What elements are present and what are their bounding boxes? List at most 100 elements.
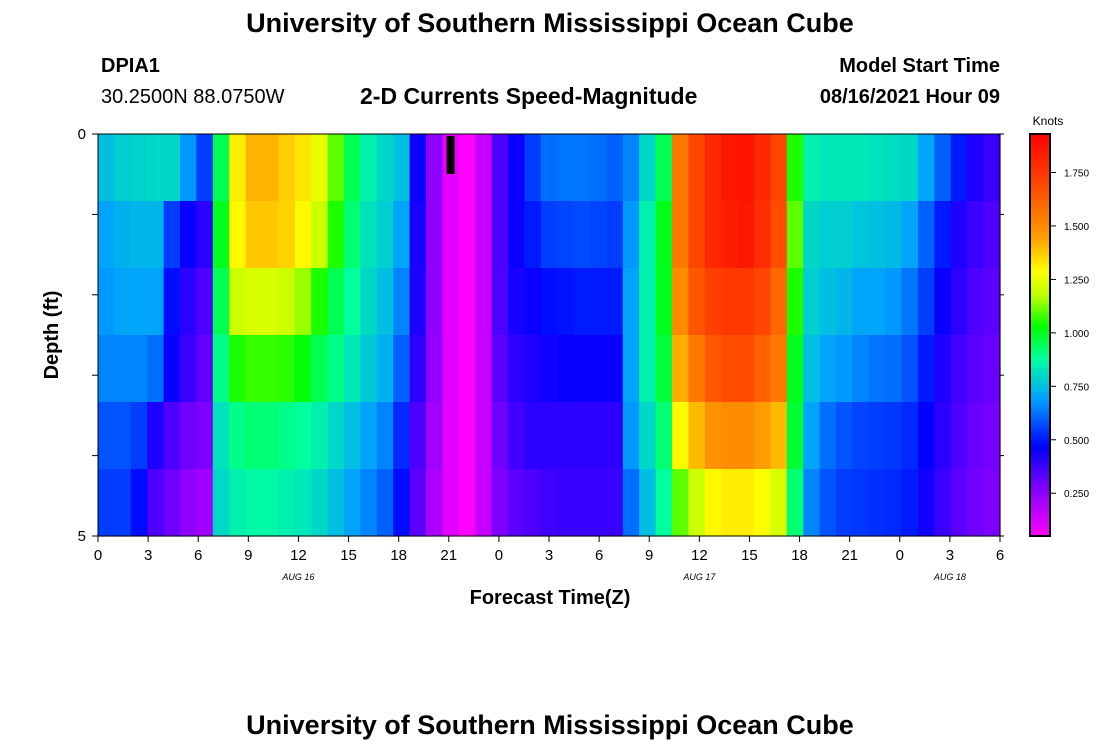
heatmap-cell bbox=[508, 201, 525, 269]
heatmap-cell bbox=[688, 268, 706, 336]
heatmap-cell bbox=[950, 201, 968, 269]
heatmap-cell bbox=[508, 402, 525, 470]
heatmap-cell bbox=[836, 201, 853, 269]
heatmap-cell bbox=[901, 469, 919, 537]
heatmap-cell bbox=[393, 402, 411, 470]
heatmap-cell bbox=[754, 402, 771, 470]
heatmap-cell bbox=[426, 469, 443, 537]
heatmap-cell bbox=[393, 469, 411, 537]
heatmap-cell bbox=[622, 201, 640, 269]
heatmap-cell bbox=[344, 402, 361, 470]
heatmap-cell bbox=[130, 402, 148, 470]
heatmap-cell bbox=[294, 335, 312, 403]
heatmap-cell bbox=[491, 469, 509, 537]
x-tick-label: 18 bbox=[791, 547, 808, 564]
heatmap-cell bbox=[245, 402, 263, 470]
heatmap-cell bbox=[147, 335, 165, 403]
heatmap-cell bbox=[212, 134, 230, 202]
y-tick-label: 5 bbox=[78, 528, 86, 545]
heatmap-cell bbox=[212, 402, 230, 470]
heatmap-cell bbox=[344, 268, 361, 336]
heatmap-cell bbox=[442, 201, 460, 269]
heatmap-cell bbox=[262, 469, 279, 537]
heatmap-cell bbox=[590, 268, 607, 336]
heatmap-cell bbox=[245, 335, 263, 403]
page-title: University of Southern Mississippi Ocean… bbox=[246, 8, 854, 38]
heatmap-cell bbox=[557, 469, 575, 537]
heatmap-cell bbox=[770, 268, 788, 336]
heatmap-cells bbox=[98, 134, 1001, 537]
heatmap-cell bbox=[327, 335, 345, 403]
heatmap-cell bbox=[294, 268, 312, 336]
heatmap-cell bbox=[130, 134, 148, 202]
heatmap-cell bbox=[180, 134, 197, 202]
heatmap-cell bbox=[524, 402, 542, 470]
heatmap-cell bbox=[180, 402, 197, 470]
heatmap-cell bbox=[360, 402, 378, 470]
colorbar-tick-label: 0.750 bbox=[1064, 382, 1089, 393]
heatmap-cell bbox=[114, 134, 132, 202]
heatmap-cell bbox=[754, 134, 771, 202]
heatmap-cell bbox=[622, 335, 640, 403]
heatmap-cell bbox=[655, 201, 673, 269]
heatmap-cell bbox=[754, 201, 771, 269]
heatmap-cell bbox=[426, 134, 443, 202]
heatmap-cell bbox=[540, 134, 558, 202]
page-title-bottom: University of Southern Mississippi Ocean… bbox=[246, 710, 854, 740]
heatmap-cell bbox=[327, 201, 345, 269]
heatmap-cell bbox=[245, 134, 263, 202]
heatmap-cell bbox=[721, 134, 739, 202]
heatmap-cell bbox=[688, 469, 706, 537]
heatmap-cell bbox=[672, 268, 689, 336]
heatmap-cell bbox=[819, 335, 837, 403]
heatmap-cell bbox=[786, 402, 804, 470]
heatmap-cell bbox=[245, 268, 263, 336]
heatmap-cell bbox=[163, 268, 181, 336]
heatmap-cell bbox=[458, 335, 476, 403]
heatmap-cell bbox=[278, 201, 296, 269]
x-tick-label: 3 bbox=[144, 547, 152, 564]
heatmap-cell bbox=[98, 469, 115, 537]
heatmap-cell bbox=[967, 268, 985, 336]
heatmap-cell bbox=[704, 335, 722, 403]
heatmap-cell bbox=[786, 268, 804, 336]
heatmap-cell bbox=[360, 469, 378, 537]
heatmap-cell bbox=[868, 469, 886, 537]
heatmap-cell bbox=[934, 335, 952, 403]
heatmap-cell bbox=[442, 469, 460, 537]
heatmap-cell bbox=[819, 268, 837, 336]
heatmap-cell bbox=[458, 201, 476, 269]
heatmap-cell bbox=[573, 201, 591, 269]
heatmap-cell bbox=[229, 469, 247, 537]
heatmap-cell bbox=[475, 201, 493, 269]
heatmap-cell bbox=[983, 335, 1001, 403]
heatmap-cell bbox=[163, 402, 181, 470]
heatmap-cell bbox=[950, 402, 968, 470]
heatmap-cell bbox=[130, 335, 148, 403]
heatmap-cell bbox=[737, 335, 755, 403]
heatmap-cell bbox=[868, 335, 886, 403]
heatmap-cell bbox=[852, 268, 870, 336]
heatmap-cell bbox=[163, 134, 181, 202]
heatmap-cell bbox=[458, 469, 476, 537]
heatmap-cell bbox=[278, 335, 296, 403]
depth-layer-3 bbox=[98, 268, 1001, 336]
heatmap-cell bbox=[393, 134, 411, 202]
heatmap-cell bbox=[573, 134, 591, 202]
heatmap-cell bbox=[934, 402, 952, 470]
heatmap-cell bbox=[655, 469, 673, 537]
heatmap-cell bbox=[737, 134, 755, 202]
heatmap-cell bbox=[524, 469, 542, 537]
heatmap-cell bbox=[688, 335, 706, 403]
heatmap-cell bbox=[639, 469, 657, 537]
heatmap-cell bbox=[590, 469, 607, 537]
heatmap-cell bbox=[491, 268, 509, 336]
heatmap-cell bbox=[376, 402, 394, 470]
heatmap-cell bbox=[114, 469, 132, 537]
heatmap-cell bbox=[836, 134, 853, 202]
heatmap-cell bbox=[344, 335, 361, 403]
heatmap-cell bbox=[934, 469, 952, 537]
heatmap-cell bbox=[475, 335, 493, 403]
heatmap-cell bbox=[983, 134, 1001, 202]
heatmap-cell bbox=[508, 335, 525, 403]
